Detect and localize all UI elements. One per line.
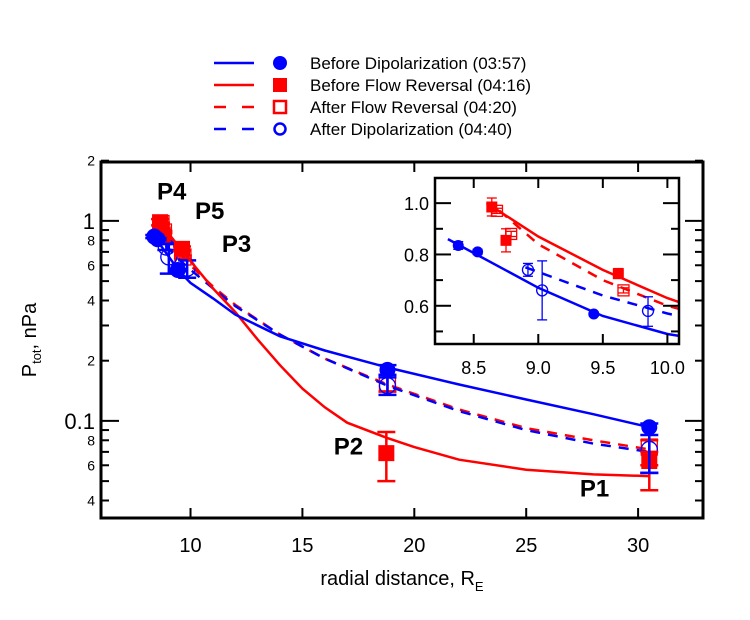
x-axis-title-sub: E bbox=[475, 579, 484, 594]
fit-line bbox=[165, 245, 650, 454]
legend-label: Before Flow Reversal (04:16) bbox=[310, 76, 531, 95]
data-point bbox=[641, 419, 658, 436]
data-point bbox=[160, 248, 178, 266]
point-label-p2: P2 bbox=[334, 433, 363, 460]
y-tick-label: 8 bbox=[87, 232, 95, 248]
inset-x-tick-label: 8.5 bbox=[461, 358, 486, 378]
legend-label: After Dipolarization (04:40) bbox=[310, 120, 512, 139]
legend: Before Dipolarization (03:57) Before Flow… bbox=[214, 54, 531, 139]
data-point bbox=[169, 262, 186, 279]
x-axis-title-main: radial distance, R bbox=[320, 568, 475, 590]
point-label-p1: P1 bbox=[580, 475, 609, 502]
data-point bbox=[500, 234, 512, 246]
y-tick-label: 6 bbox=[87, 457, 95, 473]
data-point bbox=[588, 308, 600, 320]
inset-plot: 8.5 9.0 9.5 10.0 0.6 0.8 1.0 bbox=[404, 176, 685, 378]
y-tick-label: 0.1 bbox=[64, 409, 95, 434]
y-axis-title-main: P bbox=[19, 364, 41, 377]
legend-marker bbox=[273, 78, 287, 92]
x-tick-label: 10 bbox=[179, 535, 201, 557]
legend-marker bbox=[273, 122, 287, 136]
x-tick-label: 15 bbox=[291, 535, 313, 557]
data-point bbox=[379, 361, 396, 378]
series-after-dipolarization-04-40- bbox=[521, 260, 679, 327]
point-label-p4: P4 bbox=[157, 178, 187, 205]
data-point bbox=[149, 231, 166, 248]
inset-x-tick-label: 9.5 bbox=[590, 358, 615, 378]
inset-x-tick-label: 10.0 bbox=[650, 358, 685, 378]
inset-y-tick-label: 0.8 bbox=[404, 245, 429, 265]
legend-label: Before Dipolarization (03:57) bbox=[310, 54, 526, 73]
x-axis-title: radial distance, RE bbox=[320, 568, 484, 594]
y-tick-label: 8 bbox=[87, 432, 95, 448]
y-axis-title-sub: tot bbox=[29, 349, 44, 364]
fit-line bbox=[485, 202, 679, 304]
data-point bbox=[641, 304, 655, 318]
y-tick-label: 6 bbox=[87, 257, 95, 273]
x-tick-label: 25 bbox=[515, 535, 537, 557]
data-point bbox=[472, 246, 484, 258]
legend-entry: Before Flow Reversal (04:16) bbox=[214, 76, 531, 95]
data-point bbox=[174, 240, 191, 257]
series-before-dipolarization-03-57- bbox=[447, 237, 679, 338]
data-point bbox=[452, 239, 464, 251]
inset-frame bbox=[433, 176, 681, 346]
y-tick-label: 2 bbox=[87, 353, 95, 369]
legend-entry: Before Dipolarization (03:57) bbox=[214, 54, 526, 73]
point-label-p3: P3 bbox=[222, 231, 251, 258]
series-before-dipolarization-03-57- bbox=[145, 228, 659, 475]
y-tick-label: 4 bbox=[87, 492, 95, 508]
y-axis-title-suffix: , nPa bbox=[19, 302, 41, 350]
plot-frame bbox=[99, 160, 705, 520]
data-point bbox=[486, 201, 498, 213]
point-label-p5: P5 bbox=[195, 198, 224, 225]
data-point bbox=[617, 284, 630, 297]
y-tick-label: 2 bbox=[87, 153, 95, 169]
data-point bbox=[536, 284, 549, 297]
x-tick-label: 20 bbox=[403, 535, 425, 557]
data-point bbox=[521, 263, 535, 277]
inset-x-tick-label: 9.0 bbox=[526, 358, 551, 378]
data-point bbox=[378, 445, 395, 462]
inset-y-tick-label: 0.6 bbox=[404, 297, 429, 317]
series-before-flow-reversal-04-16- bbox=[485, 197, 679, 304]
data-point bbox=[612, 268, 624, 280]
x-tick-label: 30 bbox=[627, 535, 649, 557]
fit-line bbox=[447, 237, 679, 338]
inset-y-tick-label: 1.0 bbox=[404, 194, 429, 214]
legend-label: After Flow Reversal (04:20) bbox=[310, 98, 517, 117]
y-tick-label: 1 bbox=[83, 209, 95, 234]
legend-entry: After Flow Reversal (04:20) bbox=[214, 98, 517, 117]
legend-marker bbox=[273, 56, 287, 70]
data-point bbox=[152, 214, 169, 231]
inset-background bbox=[435, 178, 679, 344]
y-tick-label: 4 bbox=[87, 292, 95, 308]
legend-marker bbox=[272, 99, 288, 115]
y-axis-title: Ptot, nPa bbox=[19, 302, 44, 377]
legend-entry: After Dipolarization (04:40) bbox=[214, 120, 512, 139]
